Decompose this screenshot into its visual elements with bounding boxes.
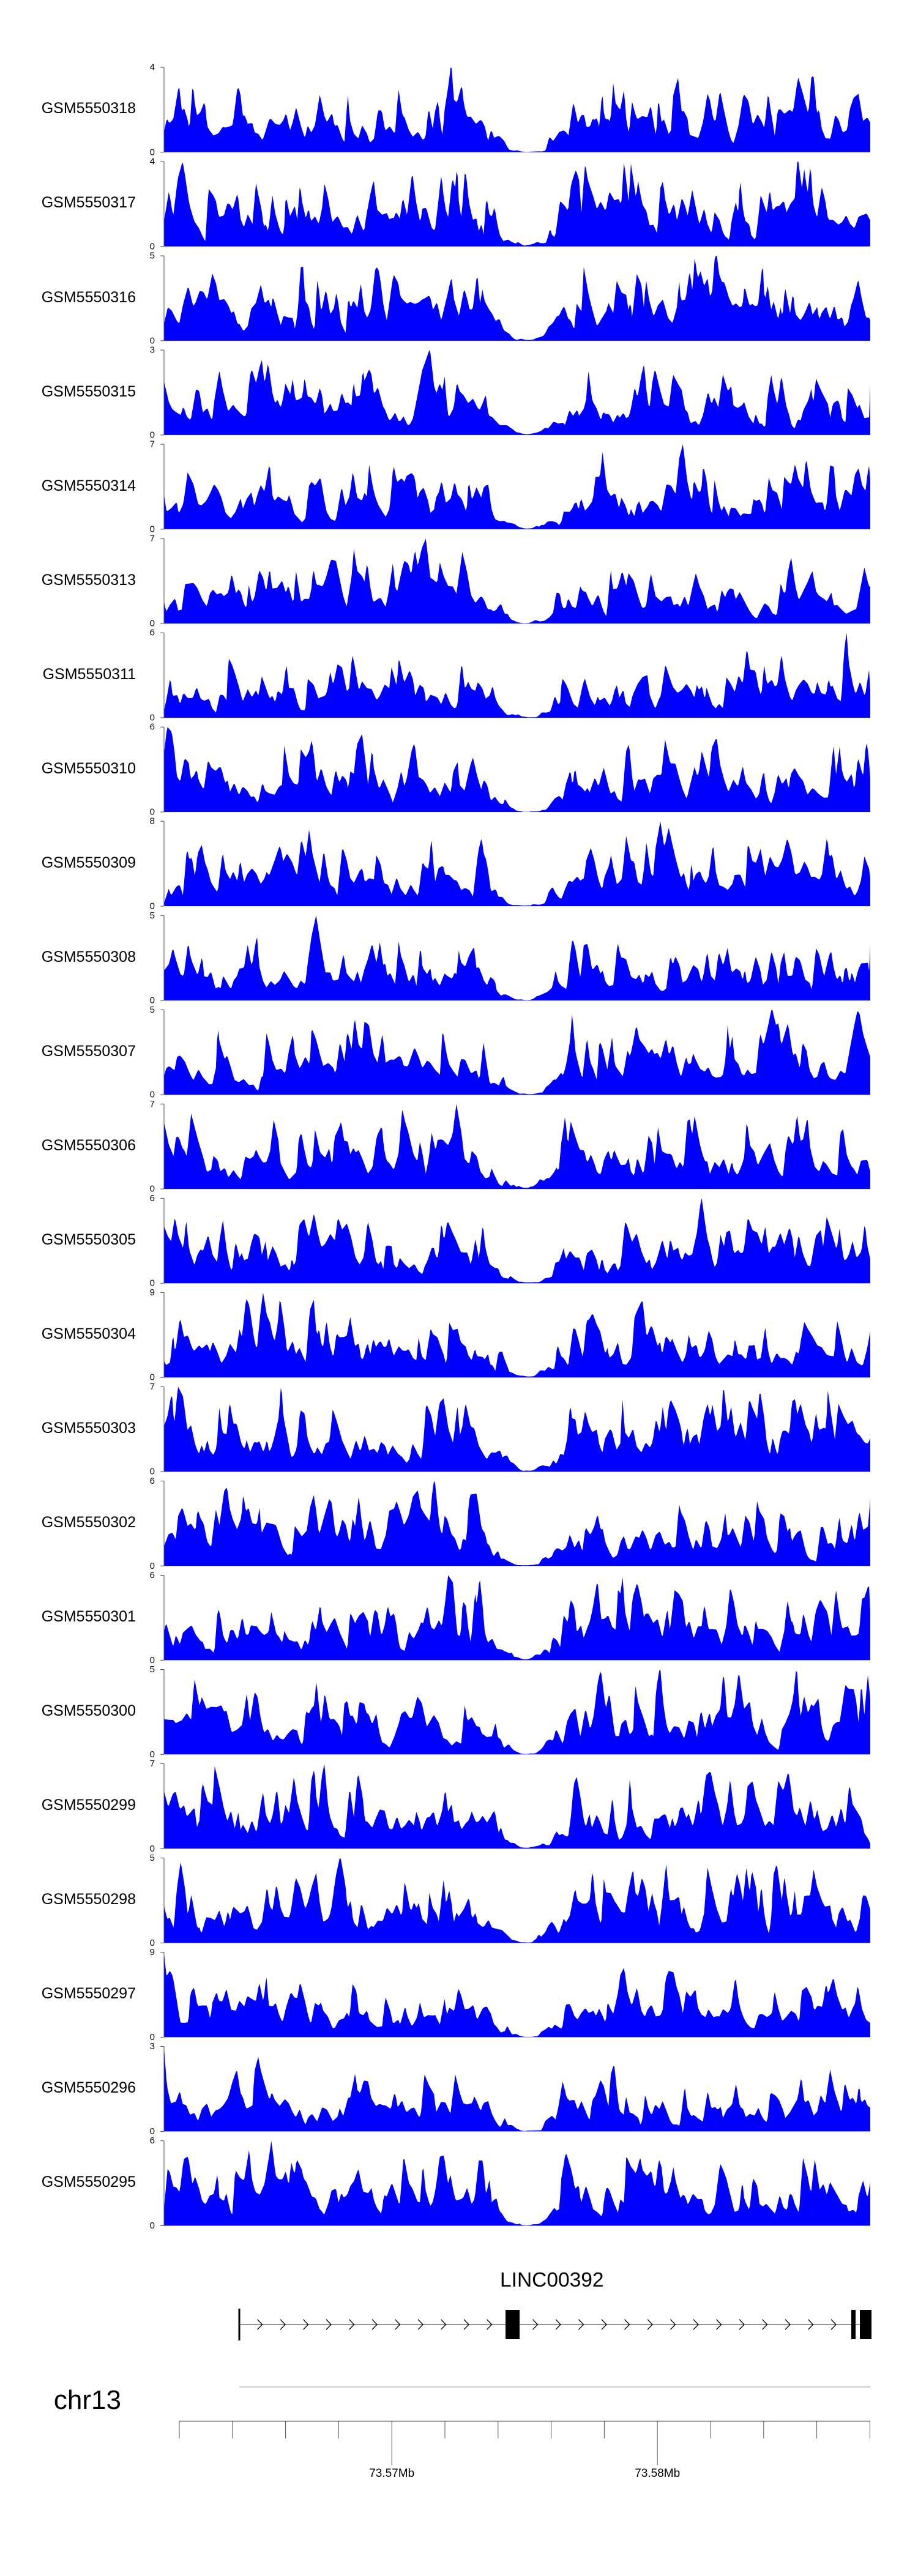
svg-text:3: 3 bbox=[150, 345, 155, 356]
svg-text:7: 7 bbox=[150, 1759, 155, 1769]
svg-text:6: 6 bbox=[150, 1476, 155, 1486]
svg-text:73.57Mb: 73.57Mb bbox=[369, 2467, 414, 2480]
svg-text:5: 5 bbox=[150, 910, 155, 921]
svg-text:3: 3 bbox=[150, 2041, 155, 2052]
svg-text:5: 5 bbox=[150, 1853, 155, 1863]
svg-text:6: 6 bbox=[150, 2135, 155, 2146]
svg-text:5: 5 bbox=[150, 1664, 155, 1675]
svg-text:9: 9 bbox=[150, 1947, 155, 1957]
svg-text:7: 7 bbox=[150, 534, 155, 544]
svg-text:9: 9 bbox=[150, 1287, 155, 1298]
svg-text:5: 5 bbox=[150, 251, 155, 261]
svg-text:7: 7 bbox=[150, 1099, 155, 1109]
svg-text:7: 7 bbox=[150, 1382, 155, 1392]
svg-text:73.58Mb: 73.58Mb bbox=[635, 2467, 680, 2480]
svg-text:8: 8 bbox=[150, 816, 155, 827]
svg-text:6: 6 bbox=[150, 628, 155, 638]
svg-text:6: 6 bbox=[150, 722, 155, 732]
svg-text:7: 7 bbox=[150, 439, 155, 450]
svg-text:6: 6 bbox=[150, 1193, 155, 1204]
svg-text:4: 4 bbox=[150, 157, 155, 167]
svg-text:LINC00392: LINC00392 bbox=[500, 2269, 603, 2291]
svg-text:4: 4 bbox=[150, 62, 155, 73]
svg-text:6: 6 bbox=[150, 1570, 155, 1580]
svg-text:0: 0 bbox=[150, 2220, 155, 2231]
svg-text:5: 5 bbox=[150, 1005, 155, 1015]
